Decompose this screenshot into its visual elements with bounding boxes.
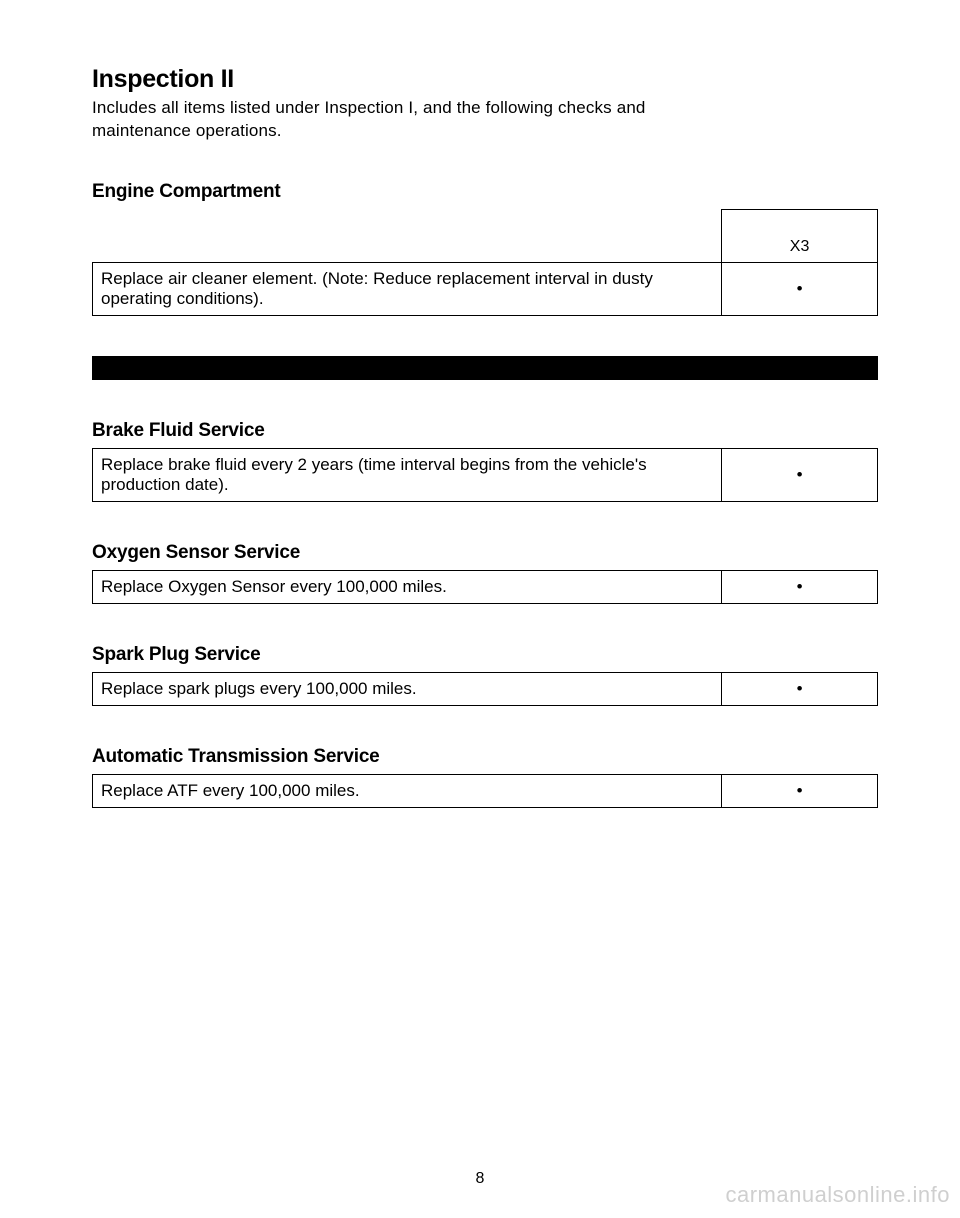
table-row: Replace air cleaner element. (Note: Redu… [93, 262, 878, 315]
page-number: 8 [476, 1170, 485, 1188]
service-mark: • [722, 262, 878, 315]
watermark: carmanualsonline.info [725, 1182, 950, 1208]
transmission-table: Replace ATF every 100,000 miles. • [92, 774, 878, 808]
table-row: Replace ATF every 100,000 miles. • [93, 774, 878, 807]
page-intro: Includes all items listed under Inspecti… [92, 97, 672, 143]
oxygen-heading: Oxygen Sensor Service [92, 542, 878, 564]
service-item: Replace brake fluid every 2 years (time … [93, 448, 722, 501]
brake-table: Replace brake fluid every 2 years (time … [92, 448, 878, 502]
service-mark: • [722, 774, 878, 807]
spark-heading: Spark Plug Service [92, 644, 878, 666]
service-item: Replace air cleaner element. (Note: Redu… [93, 262, 722, 315]
transmission-heading: Automatic Transmission Service [92, 746, 878, 768]
service-item: Replace Oxygen Sensor every 100,000 mile… [93, 570, 722, 603]
column-header: X3 [722, 209, 878, 262]
engine-table: X3 Replace air cleaner element. (Note: R… [92, 209, 878, 316]
empty-header-cell [93, 209, 722, 262]
engine-heading: Engine Compartment [92, 181, 878, 203]
service-mark: • [722, 570, 878, 603]
service-item: Replace ATF every 100,000 miles. [93, 774, 722, 807]
table-row: Replace Oxygen Sensor every 100,000 mile… [93, 570, 878, 603]
brake-heading: Brake Fluid Service [92, 420, 878, 442]
service-mark: • [722, 672, 878, 705]
service-mark: • [722, 448, 878, 501]
oxygen-table: Replace Oxygen Sensor every 100,000 mile… [92, 570, 878, 604]
table-row: Replace spark plugs every 100,000 miles.… [93, 672, 878, 705]
spark-table: Replace spark plugs every 100,000 miles.… [92, 672, 878, 706]
section-divider-bar [92, 356, 878, 380]
page-title: Inspection II [92, 65, 878, 94]
service-item: Replace spark plugs every 100,000 miles. [93, 672, 722, 705]
table-row: Replace brake fluid every 2 years (time … [93, 448, 878, 501]
